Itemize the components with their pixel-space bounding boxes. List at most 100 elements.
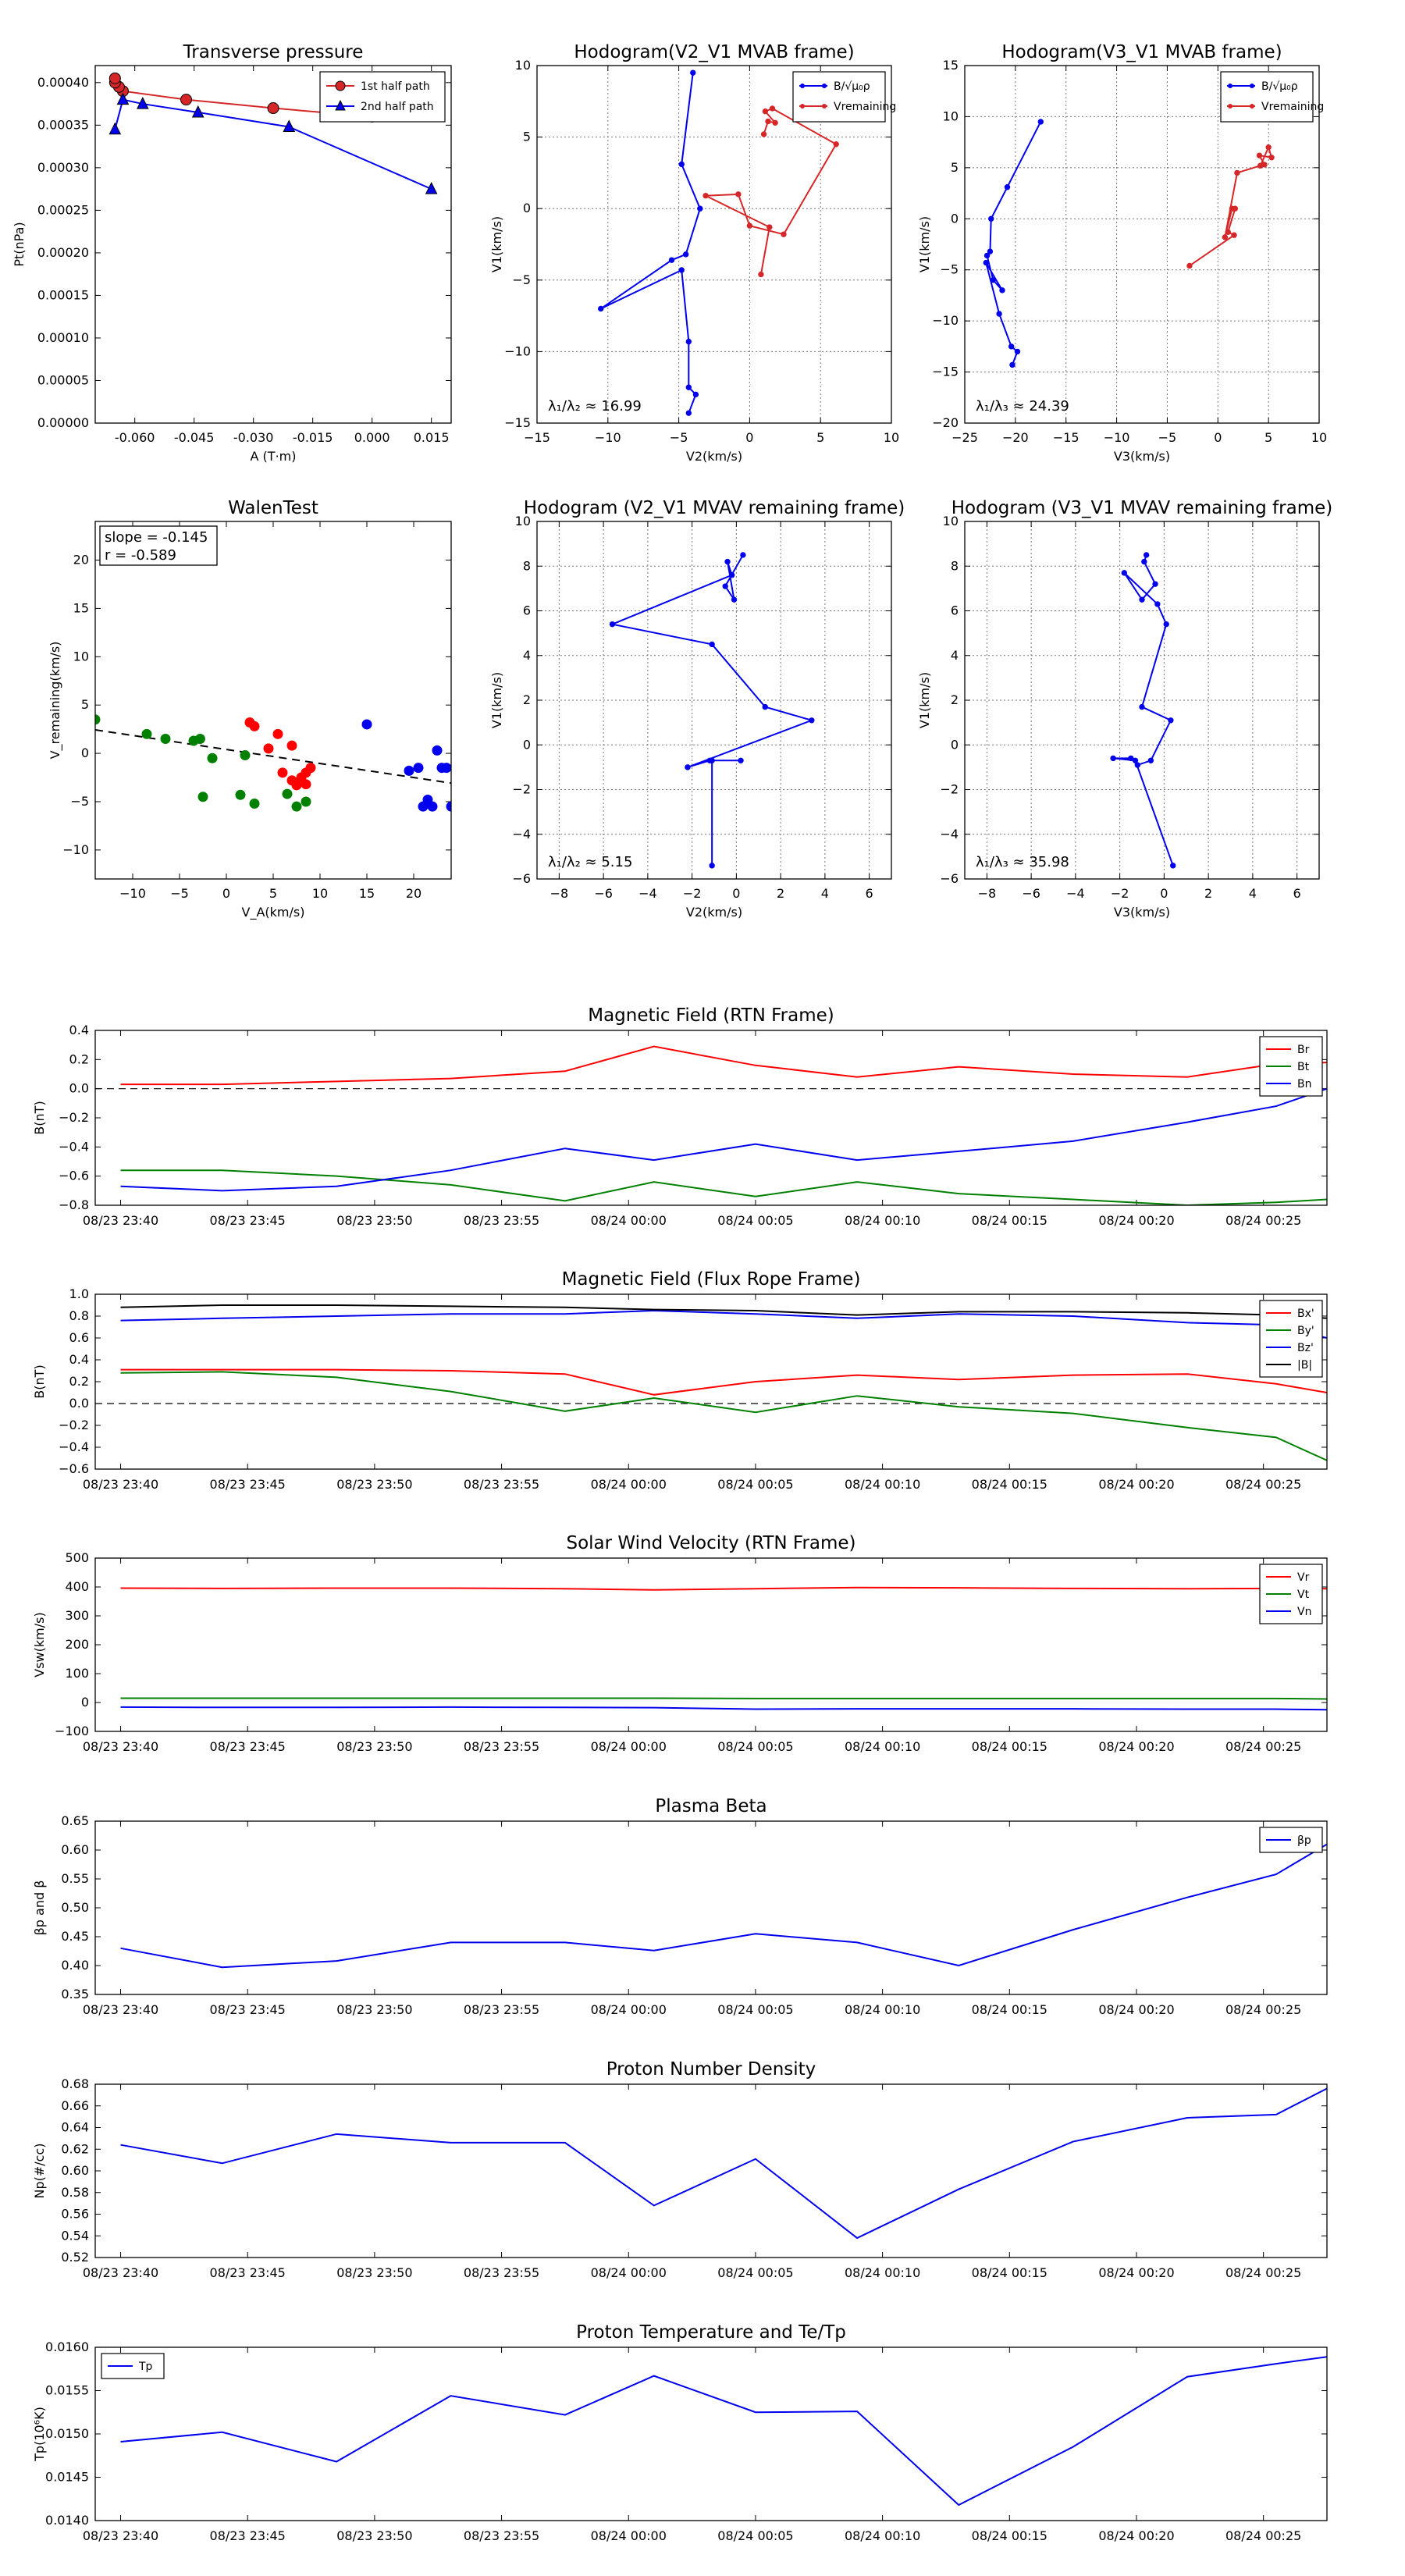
y-tick-label: 0.2 [69, 1374, 89, 1389]
y-tick-label: 6 [951, 603, 959, 618]
y-axis-label: βp and β [32, 1880, 47, 1936]
data-point [682, 251, 689, 258]
data-point [729, 572, 735, 578]
x-tick-label: −5 [670, 430, 688, 445]
y-tick-label: 0 [523, 737, 531, 752]
x-tick-label: 08/23 23:45 [210, 1739, 286, 1754]
y-tick-label: 0 [81, 1695, 89, 1710]
x-tick-label: 0 [745, 430, 753, 445]
x-tick-label: 08/24 00:10 [845, 1213, 920, 1228]
series-line [610, 554, 815, 866]
x-tick-label: −10 [595, 430, 621, 445]
y-tick-label: 0.00025 [37, 202, 89, 217]
x-tick-label: −8 [550, 886, 569, 901]
x-tick-label: 08/24 00:25 [1225, 1477, 1301, 1492]
data-point [1009, 361, 1016, 368]
y-tick-label: 0.60 [61, 1842, 89, 1857]
data-point [180, 94, 193, 106]
x-tick-label: 08/23 23:45 [210, 2528, 286, 2543]
y-tick-label: −15 [932, 365, 959, 379]
legend: Tp [101, 2353, 165, 2379]
y-tick-label: 0.0 [69, 1081, 89, 1096]
y-tick-label: −0.6 [59, 1461, 89, 1476]
legend-label: Vr [1297, 1571, 1310, 1584]
y-tick-label: 0.62 [61, 2141, 89, 2156]
y-tick-label: 0.00010 [37, 330, 89, 345]
y-tick-label: 100 [65, 1666, 89, 1681]
legend-label: Bx' [1297, 1308, 1314, 1320]
chart-title: Solar Wind Velocity (RTN Frame) [566, 1533, 855, 1553]
x-tick-label: 08/24 00:20 [1098, 2002, 1174, 2017]
y-tick-label: 5 [523, 130, 531, 144]
y-tick-label: 0.2 [69, 1051, 89, 1066]
data-point [1268, 155, 1275, 161]
plot-area [95, 2347, 1327, 2521]
data-point [404, 765, 414, 776]
y-tick-label: −10 [62, 842, 89, 857]
data-point [1128, 755, 1134, 762]
data-point [136, 96, 149, 109]
legend-marker [1250, 104, 1254, 109]
y-tick-label: 10 [943, 514, 959, 528]
x-tick-label: 08/23 23:50 [336, 2002, 412, 2017]
x-tick-label: 08/24 00:25 [1225, 2265, 1301, 2280]
x-tick-label: 08/24 00:15 [972, 1213, 1048, 1228]
data-point [286, 740, 297, 751]
chart-title: WalenTest [228, 498, 318, 518]
data-point [702, 193, 709, 199]
data-point [1110, 755, 1116, 762]
x-tick-label: 08/24 00:20 [1098, 1477, 1174, 1492]
x-tick-label: −4 [638, 886, 657, 901]
y-tick-label: −0.4 [59, 1439, 89, 1454]
x-tick-label: 5 [269, 886, 277, 901]
x-tick-label: 08/24 00:00 [591, 2002, 667, 2017]
x-tick-label: -0.060 [115, 430, 155, 445]
stats-box [99, 525, 218, 566]
data-point [1139, 596, 1145, 603]
x-tick-label: −10 [119, 886, 146, 901]
y-tick-label: −0.2 [59, 1418, 89, 1432]
series-line [120, 1371, 1327, 1461]
x-tick-label: 08/23 23:40 [83, 1739, 158, 1754]
x-tick-label: 08/23 23:50 [336, 2528, 412, 2543]
data-point [197, 792, 208, 802]
x-tick-label: 08/24 00:15 [972, 2528, 1048, 2543]
data-point [1170, 863, 1176, 869]
chart-title: Hodogram (V2_V1 MVAV remaining frame) [524, 498, 905, 518]
panel-beta: 08/23 23:40 08/23 23:45 08/23 23:50 08/23 2… [32, 1796, 1328, 2017]
x-tick-label: 6 [1293, 886, 1301, 901]
y-tick-label: 0 [523, 201, 531, 215]
y-axis-label: B(nT) [32, 1364, 47, 1398]
y-tick-label: 0.68 [61, 2076, 89, 2091]
y-tick-label: 0.45 [61, 1929, 89, 1944]
y-tick-label: 5 [951, 160, 959, 175]
data-point [301, 779, 311, 790]
ratio-annotation: λ₁/λ₃ ≈ 24.39 [976, 398, 1069, 415]
data-point [746, 222, 753, 229]
x-tick-label: 08/24 00:20 [1098, 2265, 1174, 2280]
data-point [609, 621, 616, 628]
y-tick-label: 0.0145 [45, 2470, 89, 2485]
data-point [1163, 621, 1169, 628]
data-point [207, 753, 218, 763]
data-point [709, 757, 715, 763]
x-tick-label: 4 [1249, 886, 1257, 901]
x-tick-label: 08/23 23:40 [83, 1477, 158, 1492]
x-tick-label: −4 [1066, 886, 1085, 901]
chart-title: Proton Number Density [606, 2059, 816, 2080]
axes-frame [964, 65, 1320, 424]
axes-frame [94, 1030, 1328, 1206]
x-tick-label: 08/24 00:10 [845, 2002, 920, 2017]
y-tick-label: 2 [523, 692, 531, 707]
legend-label: B/√μ₀ρ [1261, 80, 1298, 93]
legend: Bx' By' Bz' |B| [1259, 1300, 1323, 1378]
legend-label: Tp [138, 2361, 153, 2373]
y-tick-label: 4 [523, 648, 531, 663]
x-tick-label: 08/24 00:25 [1225, 2528, 1301, 2543]
data-point [249, 720, 260, 731]
y-tick-label: 0 [951, 211, 959, 226]
data-point [282, 788, 293, 799]
legend-label: Vt [1297, 1589, 1310, 1601]
x-tick-label: 08/24 00:00 [591, 1477, 667, 1492]
